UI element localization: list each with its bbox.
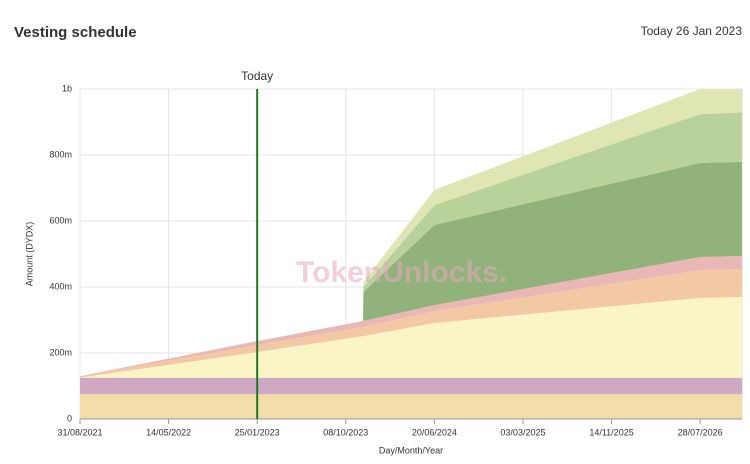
x-tick-label: 14/05/2022 — [146, 427, 191, 437]
x-tick-label: 03/03/2025 — [500, 427, 545, 437]
y-tick-label: 0 — [67, 413, 72, 423]
area — [80, 269, 742, 378]
area — [80, 89, 742, 377]
y-tick-label: 800m — [49, 149, 72, 159]
area — [80, 112, 742, 377]
area — [80, 255, 742, 377]
x-tick-label: 14/11/2025 — [589, 427, 633, 437]
today-date: Today 26 Jan 2023 — [641, 24, 743, 38]
x-tick-label: 31/08/2021 — [57, 427, 102, 437]
y-tick-label: 200m — [49, 347, 72, 357]
watermark: TokenUnlocks. — [296, 256, 507, 289]
y-axis-label: Amount (DYDX) — [24, 222, 34, 287]
area — [80, 377, 742, 395]
area — [80, 161, 742, 377]
y-tick-label: 400m — [49, 281, 72, 291]
x-tick-label: 20/06/2024 — [412, 427, 457, 437]
x-tick-label: 25/01/2023 — [235, 427, 280, 437]
y-tick-label: 600m — [49, 215, 72, 225]
area — [80, 394, 742, 419]
area — [80, 296, 742, 378]
y-tick-label: 1b — [62, 83, 72, 93]
today-label: Today — [241, 69, 273, 83]
x-axis-label: Day/Month/Year — [379, 445, 443, 455]
x-tick-label: 08/10/2023 — [323, 427, 368, 437]
x-tick-label: 28/07/2026 — [678, 427, 723, 437]
chart-title: Vesting schedule — [14, 24, 137, 41]
